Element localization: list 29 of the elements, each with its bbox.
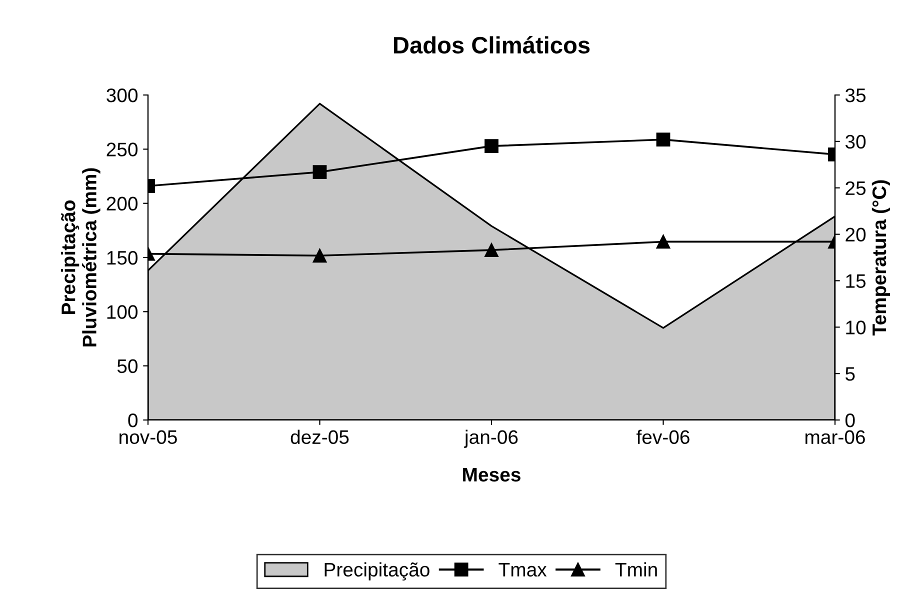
- y-tick-label: 300: [106, 88, 138, 102]
- x-tick-label: fev-06: [636, 430, 690, 444]
- legend-label: Tmax: [498, 563, 547, 577]
- y-tick-label: 100: [107, 305, 138, 319]
- x-tick-label: dez-05: [290, 430, 349, 444]
- y2-tick-label: 20: [846, 228, 866, 242]
- y-tick-label: 200: [106, 196, 138, 211]
- y2-tick-label: 10: [846, 320, 866, 334]
- y2-tick-label: 0: [845, 413, 855, 428]
- y2-tick-label: 15: [846, 274, 866, 288]
- y-tick-label: 50: [117, 359, 138, 374]
- y-tick-label: 0: [128, 413, 138, 428]
- y2-tick-label: 25: [846, 181, 866, 196]
- y-tick-label: 250: [106, 142, 138, 156]
- legend-label: Precipitação: [324, 562, 430, 580]
- y-axis-title: Precipitação Pluviométrica (mm): [61, 168, 100, 346]
- y2-tick-label: 5: [846, 367, 855, 381]
- legend-label: Tmin: [615, 562, 657, 576]
- x-axis-title: Meses: [463, 468, 520, 482]
- x-tick-label: nov-05: [120, 430, 177, 444]
- y2-tick-label: 35: [845, 88, 866, 102]
- y-tick-label: 150: [107, 250, 138, 265]
- chart-title: Dados Climáticos: [394, 36, 590, 54]
- point: [484, 139, 498, 154]
- y2-tick-label: 30: [845, 134, 866, 149]
- point: [484, 243, 498, 258]
- x-tick-label: mar-06: [806, 430, 865, 444]
- x-tick-label: jan-06: [464, 430, 518, 448]
- y2-axis-title: Temperatura (°C): [872, 180, 890, 336]
